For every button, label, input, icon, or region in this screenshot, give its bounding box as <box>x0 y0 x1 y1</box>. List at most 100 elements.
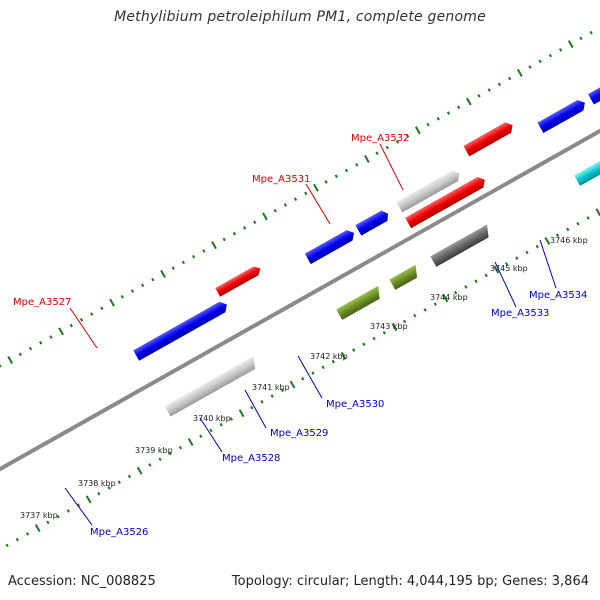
gene-forward-blue-6[interactable] <box>588 79 600 105</box>
scale-tick-minor <box>304 191 308 196</box>
leader-Mpe_A3527 <box>69 307 98 349</box>
scale-tick-minor <box>433 302 437 306</box>
scale-tick-minor <box>403 319 407 324</box>
scale-tick-minor <box>525 250 529 255</box>
scale-tick-minor <box>406 134 410 138</box>
scale-tick-minor <box>558 48 563 52</box>
scale-tick-major <box>595 208 600 217</box>
gene-label[interactable]: Mpe_A3534 <box>529 290 587 301</box>
scale-ticks-upper <box>0 25 600 368</box>
scale-tick-minor <box>586 216 590 220</box>
scale-tick-major <box>391 323 398 332</box>
scale-tick-minor <box>202 249 206 253</box>
gene-Mpe_A3533[interactable] <box>574 154 600 186</box>
scale-label: 3737 kbp <box>20 511 58 520</box>
scale-tick-minor <box>423 308 427 312</box>
scale-label: 3742 kbp <box>310 352 348 361</box>
scale-tick-minor <box>222 237 226 242</box>
scale-tick-minor <box>375 151 379 156</box>
scale-label: 3743 kbp <box>370 322 408 331</box>
scale-tick-minor <box>100 306 104 311</box>
scale-label: 3740 kbp <box>193 414 231 423</box>
scale-tick-minor <box>293 197 298 202</box>
scale-tick-minor <box>28 346 33 351</box>
scale-tick-minor <box>232 231 236 236</box>
scale-tick-major <box>313 183 319 192</box>
scale-tick-minor <box>362 342 366 347</box>
scale-tick-minor <box>97 491 101 496</box>
gene-Mpe_A3528[interactable] <box>336 285 384 320</box>
scale-tick-minor <box>382 331 386 335</box>
scale-tick-minor <box>141 283 145 288</box>
genome-summary-text: Topology: circular; Length: 4,044,195 bp… <box>231 574 589 589</box>
leader-Mpe_A3531 <box>305 183 331 225</box>
gene-label[interactable]: Mpe_A3532 <box>351 133 409 144</box>
scale-tick-minor <box>280 388 284 393</box>
leader-Mpe_A3530 <box>297 355 323 399</box>
scale-tick-minor <box>528 65 532 69</box>
gene-labels: Mpe_A3527 Mpe_A3531 Mpe_A3532 Mpe_A3526 … <box>13 133 587 538</box>
scale-tick-major <box>289 380 296 389</box>
gene-forward-blue-2[interactable] <box>304 228 357 265</box>
scale-tick-minor <box>464 285 468 289</box>
scale-tick-major <box>493 265 500 274</box>
scale-tick-major <box>7 356 13 365</box>
scale-tick-minor <box>219 422 223 427</box>
gene-Mpe_A3527[interactable] <box>215 264 263 297</box>
scale-tick-major <box>160 269 166 278</box>
gene-track <box>133 79 600 417</box>
scale-tick-minor <box>107 486 111 490</box>
scale-tick-minor <box>331 359 335 364</box>
scale-tick-minor <box>355 162 359 167</box>
scale-tick-minor <box>25 532 30 536</box>
scale-tick-major <box>238 409 245 418</box>
scale-tick-minor <box>117 480 121 484</box>
gene-label[interactable]: Mpe_A3533 <box>491 308 549 319</box>
scale-label: 3746 kbp <box>550 236 588 245</box>
scale-tick-minor <box>0 363 2 368</box>
scale-tick-minor <box>283 203 287 207</box>
gene-Mpe_A3529[interactable] <box>389 264 421 290</box>
gene-Mpe_A3526[interactable] <box>164 356 260 417</box>
gene-forward-blue-3[interactable] <box>355 208 391 236</box>
gene-label[interactable]: Mpe_A3528 <box>222 453 280 464</box>
gene-label-leaders <box>64 143 557 526</box>
scale-tick-minor <box>120 295 124 299</box>
scale-tick-minor <box>301 377 305 381</box>
scale-tick-minor <box>69 323 73 328</box>
scale-tick-minor <box>192 254 196 259</box>
gene-label[interactable]: Mpe_A3530 <box>326 399 384 410</box>
scale-tick-major <box>34 524 41 533</box>
scale-ticks-lower <box>5 208 600 548</box>
scale-tick-minor <box>477 94 481 98</box>
gene-Mpe_A3530[interactable] <box>430 224 493 267</box>
gene-label[interactable]: Mpe_A3527 <box>13 297 71 308</box>
scale-tick-major <box>544 236 551 245</box>
gene-Mpe_A3532[interactable] <box>463 120 515 157</box>
leader-Mpe_A3526 <box>64 487 93 526</box>
gene-Mpe_A3531[interactable] <box>396 168 462 213</box>
scale-tick-minor <box>171 266 175 270</box>
scale-tick-minor <box>334 174 338 179</box>
scale-tick-minor <box>250 405 254 410</box>
scale-tick-major <box>136 466 143 475</box>
scale-tick-minor <box>576 221 580 226</box>
scale-label: 3739 kbp <box>135 446 173 455</box>
scale-label: 3741 kbp <box>252 383 290 392</box>
scale-tick-major <box>415 126 421 135</box>
scale-tick-minor <box>324 180 328 184</box>
scale-tick-minor <box>555 233 560 238</box>
scale-tick-major <box>187 438 194 446</box>
gene-label[interactable]: Mpe_A3531 <box>252 174 310 185</box>
scale-tick-major <box>58 327 64 336</box>
gene-Mpe_A3531-red[interactable] <box>405 175 488 229</box>
scale-tick-minor <box>474 279 478 283</box>
scale-tick-minor <box>229 417 233 421</box>
gene-label[interactable]: Mpe_A3526 <box>90 527 148 538</box>
gene-label[interactable]: Mpe_A3529 <box>270 428 328 439</box>
leader-Mpe_A3529 <box>244 389 267 429</box>
gene-Mpe_A3526-forward[interactable] <box>133 299 229 361</box>
gene-forward-blue-5[interactable] <box>537 98 587 134</box>
